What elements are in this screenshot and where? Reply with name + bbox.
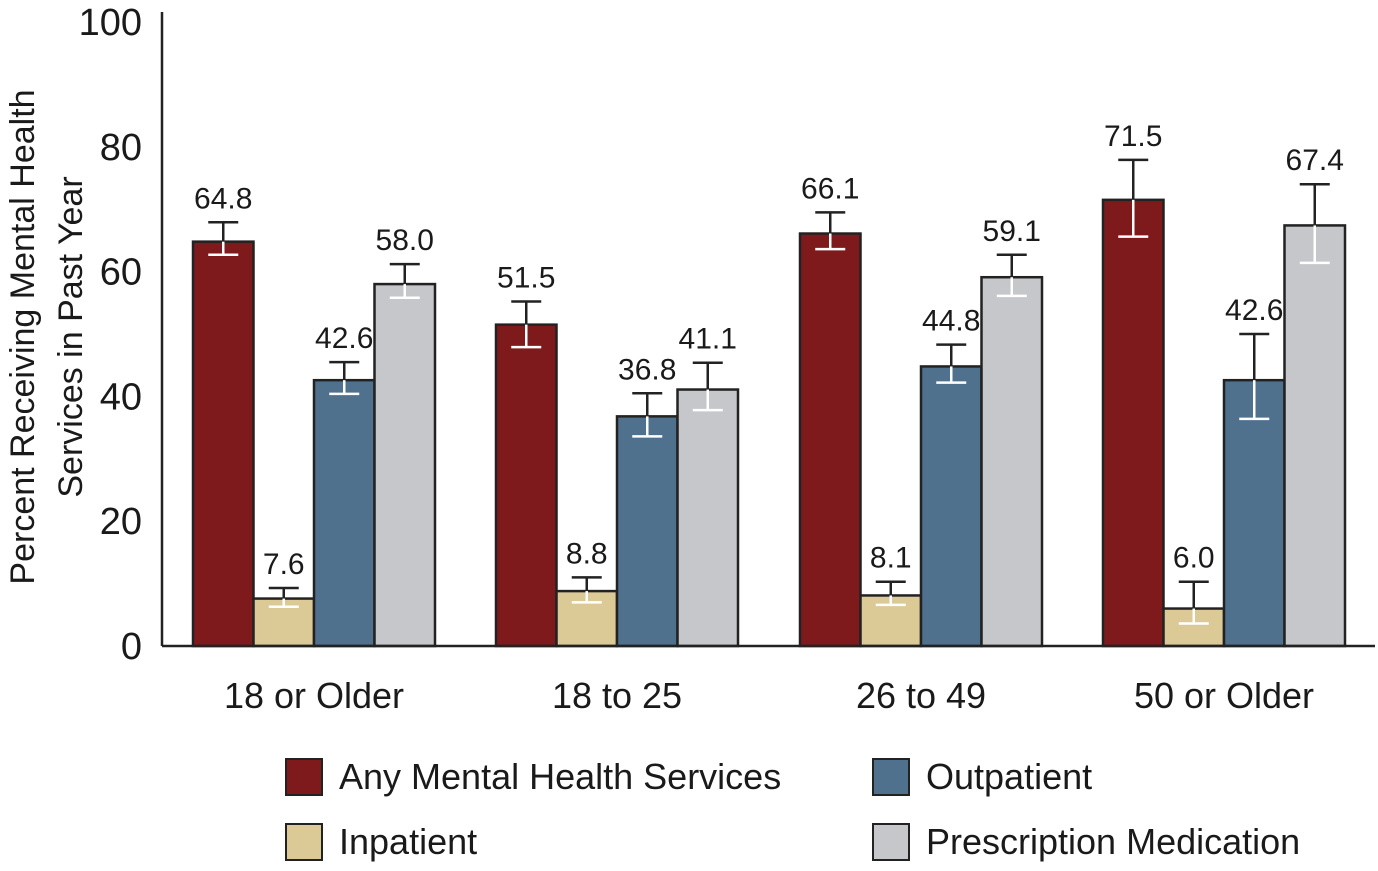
error-bar-inpatient-26-to-49 [875, 580, 906, 607]
data-label-outpatient-26-to-49: 44.8 [922, 305, 980, 338]
error-bar-inpatient-18-or-older [268, 586, 299, 608]
bar-prescription-medication-18-to-25 [676, 388, 740, 648]
error-bars [208, 158, 1330, 625]
bar-any-mental-health-services-18-to-25 [494, 323, 558, 648]
y-tick-label-0: 0 [121, 626, 142, 668]
y-tick-label-60: 60 [100, 252, 142, 294]
error-bar-outpatient-26-to-49 [936, 343, 967, 384]
bar-any-mental-health-services-50-or-older [1101, 198, 1165, 648]
data-label-prescription-medication-50-or-older: 67.4 [1286, 144, 1344, 177]
data-label-any-mental-health-services-18-or-older: 64.8 [194, 182, 252, 215]
data-label-any-mental-health-services-26-to-49: 66.1 [801, 172, 859, 205]
y-axis-title: Percent Receiving Mental Health Services… [4, 89, 90, 584]
error-bar-prescription-medication-18-to-25 [692, 361, 723, 412]
y-tick-label-20: 20 [100, 501, 142, 543]
data-labels: 64.8 51.5 66.1 71.5 7.6 8.8 8.1 6.0 42.6 36.8 44.8… [194, 120, 1344, 581]
error-bar-prescription-medication-26-to-49 [996, 253, 1027, 298]
x-category-label-18-to-25: 18 to 25 [552, 675, 682, 716]
data-label-prescription-medication-18-or-older: 58.0 [376, 224, 434, 257]
bar-prescription-medication-26-to-49 [980, 275, 1044, 648]
bar-any-mental-health-services-26-to-49 [798, 232, 862, 648]
error-bar-prescription-medication-50-or-older [1299, 182, 1330, 265]
error-bar-prescription-medication-18-or-older [389, 262, 420, 300]
x-category-label-50-or-older: 50 or Older [1134, 675, 1314, 716]
error-bar-any-mental-health-services-26-to-49 [815, 211, 846, 251]
y-tick-label-40: 40 [100, 376, 142, 418]
x-category-label-18-or-older: 18 or Older [224, 675, 404, 716]
error-bar-inpatient-18-to-25 [571, 576, 602, 604]
data-label-outpatient-50-or-older: 42.6 [1225, 294, 1283, 327]
error-bar-any-mental-health-services-18-to-25 [511, 300, 542, 349]
data-label-prescription-medication-26-to-49: 59.1 [983, 215, 1041, 248]
bar-outpatient-18-to-25 [615, 415, 679, 648]
data-label-inpatient-18-to-25: 8.8 [566, 537, 608, 570]
y-tick-label-100: 100 [79, 2, 142, 44]
error-bar-any-mental-health-services-50-or-older [1118, 158, 1149, 238]
axes [160, 12, 1375, 648]
bar-outpatient-26-to-49 [919, 365, 983, 648]
error-bar-inpatient-50-or-older [1178, 580, 1209, 625]
data-label-any-mental-health-services-18-to-25: 51.5 [497, 262, 555, 295]
y-axis-title-line-1: Percent Receiving Mental Health [4, 89, 42, 584]
x-category-label-26-to-49: 26 to 49 [856, 675, 986, 716]
data-label-outpatient-18-or-older: 42.6 [315, 322, 373, 355]
bar-outpatient-18-or-older [312, 378, 376, 648]
x-axis-categories: 18 or Older 18 to 25 26 to 49 50 or Older [224, 675, 1314, 716]
data-label-inpatient-18-or-older: 7.6 [263, 548, 305, 581]
y-tick-label-80: 80 [100, 127, 142, 169]
error-bar-outpatient-50-or-older [1239, 332, 1270, 421]
bars [191, 198, 1347, 648]
error-bar-outpatient-18-to-25 [632, 392, 663, 438]
data-label-any-mental-health-services-50-or-older: 71.5 [1104, 120, 1162, 153]
y-axis-ticks: 0 20 40 60 80 100 [79, 2, 142, 668]
data-label-inpatient-26-to-49: 8.1 [870, 542, 912, 575]
error-bar-any-mental-health-services-18-or-older [208, 221, 239, 257]
data-label-inpatient-50-or-older: 6.0 [1173, 542, 1215, 575]
error-bar-outpatient-18-or-older [329, 360, 360, 396]
y-axis-title-line-2: Services in Past Year [52, 176, 90, 497]
bar-prescription-medication-18-or-older [373, 282, 437, 648]
bar-any-mental-health-services-18-or-older [191, 240, 255, 648]
bar-prescription-medication-50-or-older [1283, 224, 1347, 648]
data-label-prescription-medication-18-to-25: 41.1 [679, 323, 737, 356]
data-label-outpatient-18-to-25: 36.8 [618, 353, 676, 386]
